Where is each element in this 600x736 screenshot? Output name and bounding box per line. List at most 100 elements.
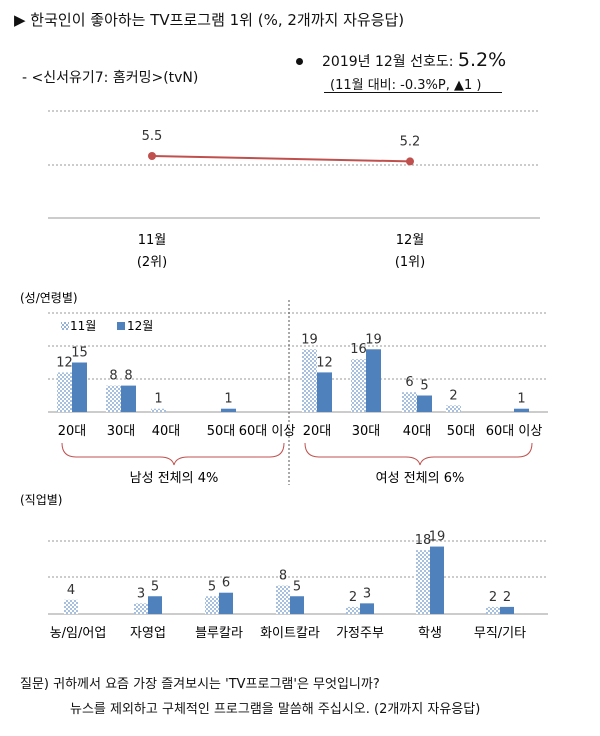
age-category-label-8: 50대 [447, 424, 476, 439]
line-point-1 [406, 157, 414, 166]
line-value-label-1: 5.2 [400, 134, 421, 149]
line-chart: 5.5 11월 (2위) 5.2 12월 (1위) [137, 129, 425, 270]
preference-change: (11월 대비: -0.3%P, ▲1 ) [330, 78, 482, 93]
job-bar-nov-1 [134, 603, 148, 614]
job-chart-title: (직업별) [20, 493, 62, 507]
job-value-label-nov-3: 8 [279, 569, 287, 584]
age-value-label-nov-1: 8 [109, 369, 117, 384]
age-category-label-5: 20대 [303, 424, 332, 439]
job-category-label-4: 가정주부 [336, 626, 384, 641]
job-category-label-0: 농/임/어업 [50, 626, 107, 641]
age-value-label-nov-6: 16 [350, 342, 367, 357]
legend-label-nov: 11월 [70, 319, 96, 333]
preference-underline [324, 92, 502, 93]
bullet-dot-icon [296, 58, 303, 65]
male-brace [61, 442, 285, 466]
female-brace [304, 442, 533, 466]
job-value-label-dec-3: 5 [293, 579, 301, 594]
job-bar-dec-4 [360, 603, 374, 614]
female-group-label: 여성 전체의 6% [376, 471, 465, 486]
line-category-sub-label-0: (2위) [137, 255, 167, 270]
line-category-label-1: 12월 [396, 233, 425, 248]
job-bar-nov-2 [205, 596, 219, 614]
job-value-label-nov-5: 18 [415, 533, 432, 548]
age-category-label-4: 60대 이상 [239, 424, 296, 439]
job-value-label-nov-6: 2 [489, 590, 497, 605]
legend-label-dec: 12월 [127, 319, 153, 333]
age-bar-dec-5 [317, 372, 332, 412]
job-bar-dec-1 [148, 596, 162, 614]
line-series [151, 155, 411, 163]
age-bar-nov-1 [106, 385, 121, 412]
age-bar-dec-0 [72, 362, 87, 412]
job-value-label-nov-1: 3 [137, 586, 145, 601]
age-bar-dec-9 [514, 408, 529, 412]
age-category-label-6: 30대 [352, 424, 381, 439]
legend-swatch-dec [117, 322, 125, 330]
program-name: - <신서유기7: 홈커밍>(tvN) [22, 70, 199, 86]
line-value-label-0: 5.5 [142, 129, 163, 144]
job-category-label-6: 무직/기타 [474, 626, 526, 641]
job-bar-nov-0 [64, 599, 78, 614]
preference-line: 2019년 12월 선호도: 5.2% [322, 49, 506, 71]
age-value-label-nov-7: 6 [405, 375, 413, 390]
age-value-label-dec-6: 19 [365, 332, 382, 347]
age-value-label-dec-9: 1 [517, 392, 525, 407]
job-value-label-nov-2: 5 [208, 579, 216, 594]
job-bar-nov-4 [346, 606, 360, 614]
age-value-label-dec-5: 12 [316, 355, 333, 370]
age-category-label-2: 40대 [152, 424, 181, 439]
question-line-1: 질문) 귀하께서 요즘 가장 즐겨보시는 'TV프로그램'은 무엇입니까? [20, 677, 380, 692]
job-value-label-dec-1: 5 [151, 579, 159, 594]
age-bar-nov-8 [446, 405, 461, 412]
job-value-label-nov-0: 4 [67, 583, 75, 598]
age-value-label-dec-7: 5 [420, 379, 428, 394]
age-category-label-1: 30대 [107, 424, 136, 439]
age-value-label-nov-0: 12 [56, 355, 73, 370]
job-bar-dec-2 [219, 592, 233, 614]
age-bar-nov-7 [402, 392, 417, 412]
age-value-label-nov-5: 19 [301, 332, 318, 347]
preference-prefix: 2019년 12월 선호도: [322, 54, 458, 70]
job-value-label-dec-5: 19 [429, 530, 446, 545]
job-bar-dec-5 [430, 546, 444, 614]
job-bar-nov-3 [276, 585, 290, 614]
age-chart-title: (성/연령별) [20, 291, 78, 305]
job-bar-dec-3 [290, 596, 304, 614]
age-bar-nov-2 [151, 408, 166, 412]
age-bar-nov-6 [351, 359, 366, 412]
job-value-label-dec-4: 3 [363, 586, 371, 601]
age-bar-dec-6 [366, 349, 381, 412]
preference-value: 5.2% [457, 49, 507, 71]
age-bar-dec-3 [221, 408, 236, 412]
job-value-label-dec-2: 6 [222, 576, 230, 591]
chart-title: ▶ 한국인이 좋아하는 TV프로그램 1위 (%, 2개까지 자유응답) [14, 11, 405, 29]
line-point-0 [148, 152, 156, 160]
job-bar-nov-5 [416, 550, 430, 614]
male-group-label: 남성 전체의 4% [130, 471, 219, 486]
age-category-label-9: 60대 이상 [486, 424, 543, 439]
age-bar-dec-1 [121, 385, 136, 412]
job-category-label-1: 자영업 [130, 626, 166, 641]
age-value-label-nov-2: 1 [154, 392, 162, 407]
job-bar-dec-6 [500, 606, 514, 614]
line-category-label-0: 11월 [138, 233, 167, 248]
age-value-label-dec-3: 1 [224, 392, 232, 407]
job-category-label-3: 화이트칼라 [260, 626, 320, 641]
job-category-label-2: 블루칼라 [195, 626, 243, 641]
question-line-2: 뉴스를 제외하고 구체적인 프로그램을 말씀해 주십시오. (2개까지 자유응답… [70, 702, 481, 717]
job-value-label-nov-4: 2 [349, 590, 357, 605]
legend-swatch-nov [61, 322, 69, 330]
age-bar-nov-0 [57, 372, 72, 412]
job-category-label-5: 학생 [418, 626, 442, 641]
age-value-label-nov-8: 2 [449, 388, 457, 403]
age-value-label-dec-0: 15 [71, 346, 88, 361]
age-bar-nov-5 [302, 349, 317, 412]
age-category-label-7: 40대 [403, 424, 432, 439]
age-value-label-dec-1: 8 [124, 369, 132, 384]
line-category-sub-label-1: (1위) [395, 255, 425, 270]
job-bar-nov-6 [486, 606, 500, 614]
